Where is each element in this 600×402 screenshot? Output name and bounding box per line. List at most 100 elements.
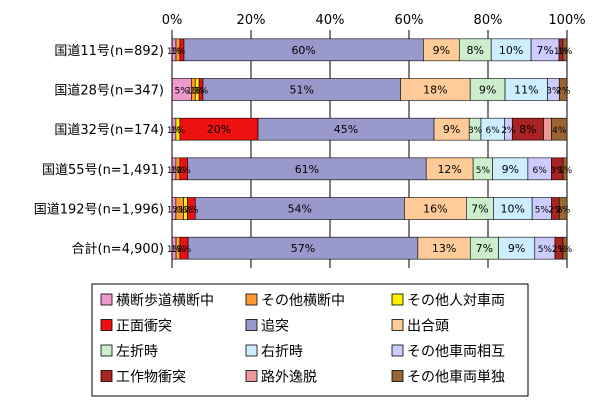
data-label: 8%	[519, 123, 536, 136]
category-label: 国道192号(n=1,996)	[34, 203, 164, 218]
x-axis-ticks: 0% 20% 40% 60% 80% 100%	[162, 13, 586, 28]
category-label: 合計(n=4,900)	[72, 241, 165, 257]
data-label: 9%	[479, 84, 496, 97]
data-label: 1%	[167, 47, 182, 57]
data-label: 8%	[467, 44, 484, 57]
data-label: 1%	[167, 166, 182, 176]
data-label: 9%	[508, 242, 525, 255]
y-axis-categories: 国道11号(n=892) 国道28号(n=347) 国道32号(n=174) 国道55…	[34, 44, 164, 257]
data-label: 1%	[558, 47, 573, 57]
data-label: 7%	[471, 203, 488, 216]
legend-swatch	[391, 319, 404, 331]
data-label: 7%	[476, 242, 493, 255]
legend-swatch	[245, 319, 258, 331]
grid	[171, 30, 568, 268]
x-tick-label: 20%	[237, 13, 266, 28]
data-label: 3%	[546, 87, 561, 97]
data-label: 2%	[552, 245, 567, 255]
data-label: 5%	[476, 166, 491, 176]
data-label: 2%	[556, 87, 571, 97]
bar-segment	[558, 197, 568, 220]
bar-segment	[562, 38, 568, 62]
data-label: 1%	[167, 206, 182, 216]
legend-swatch	[100, 370, 113, 382]
data-label: 1%	[178, 206, 193, 216]
data-label: 3%	[550, 166, 565, 176]
data-label: 57%	[291, 242, 315, 255]
legend-label: 追突	[261, 319, 289, 335]
data-label: 9%	[443, 123, 460, 136]
bar-segment	[551, 117, 568, 141]
legend-label: 左折時	[116, 344, 158, 360]
legend-swatch	[391, 370, 404, 382]
data-label: 6%	[486, 126, 501, 136]
data-label: 16%	[423, 203, 447, 216]
data-label: 9%	[433, 44, 450, 57]
data-label: 2%	[184, 206, 199, 216]
bar-segment	[543, 117, 552, 141]
data-label: 18%	[423, 84, 447, 97]
data-labels: 1%1% 60% 9% 8% 10% 7% 1%1%5%1%1%1% 51% 18% 9% 11% 3…	[167, 44, 573, 255]
legend-swatch	[100, 319, 113, 331]
data-label: 2%	[501, 126, 516, 136]
legend-label: 右折時	[261, 344, 303, 360]
data-label: 4%	[552, 126, 567, 136]
legend-label: 正面衝突	[116, 319, 172, 335]
data-label: 60%	[291, 44, 315, 57]
data-label: 2%	[177, 245, 192, 255]
data-label: 10%	[499, 44, 523, 57]
legend-label: 路外逸脱	[261, 370, 317, 386]
data-label: 5%	[535, 206, 550, 216]
legend-label: その他車両相互	[407, 343, 505, 360]
bar-segment	[558, 78, 568, 101]
data-label: 61%	[295, 163, 319, 176]
x-tick-label: 100%	[548, 13, 585, 28]
legend-box	[91, 283, 529, 397]
legend-label: その他人対車両	[407, 292, 505, 309]
data-label: 12%	[437, 163, 461, 176]
data-label: 45%	[334, 123, 358, 136]
x-tick-label: 40%	[316, 13, 345, 28]
data-label: 2%	[548, 206, 563, 216]
data-label: 1%	[186, 87, 201, 97]
category-label: 国道55号(n=1,491)	[42, 163, 164, 178]
data-label: 5%	[538, 245, 553, 255]
data-label: 5%	[175, 87, 190, 97]
data-label: 54%	[288, 203, 312, 216]
data-label: 20%	[207, 123, 231, 136]
bar-segment	[562, 157, 568, 181]
legend-swatch	[391, 344, 404, 357]
legend-swatch	[100, 293, 113, 306]
data-label: 1%	[167, 245, 182, 255]
legend-label: その他車両単独	[407, 369, 505, 386]
data-label: 1%	[194, 87, 209, 97]
data-label: 1%	[171, 126, 186, 136]
x-tick-label: 0%	[162, 13, 183, 28]
data-label: 2%	[173, 206, 188, 216]
data-label: 1%	[190, 87, 205, 97]
data-label: 1%	[171, 166, 186, 176]
legend-swatch	[245, 344, 258, 357]
data-label: 51%	[290, 84, 314, 97]
category-label: 国道11号(n=892)	[54, 44, 164, 59]
data-label: 9%	[502, 163, 519, 176]
legend-swatch	[100, 344, 113, 357]
data-label: 1%	[554, 47, 569, 57]
category-label: 国道32号(n=174)	[54, 123, 164, 138]
bars	[171, 38, 568, 260]
data-label: 2%	[556, 206, 571, 216]
data-label: 1%	[167, 126, 182, 136]
data-label: 10%	[501, 203, 525, 216]
data-label: 11%	[514, 84, 538, 97]
data-label: 13%	[432, 242, 456, 255]
data-label: 1%	[558, 245, 573, 255]
legend-swatch	[245, 370, 258, 382]
bar-segment	[562, 236, 568, 260]
legend-swatch	[245, 293, 258, 306]
legend-label: 横断歩道横断中	[116, 293, 214, 309]
data-label: 6%	[532, 166, 547, 176]
legend-label: その他横断中	[261, 293, 345, 309]
x-tick-label: 60%	[395, 13, 424, 28]
